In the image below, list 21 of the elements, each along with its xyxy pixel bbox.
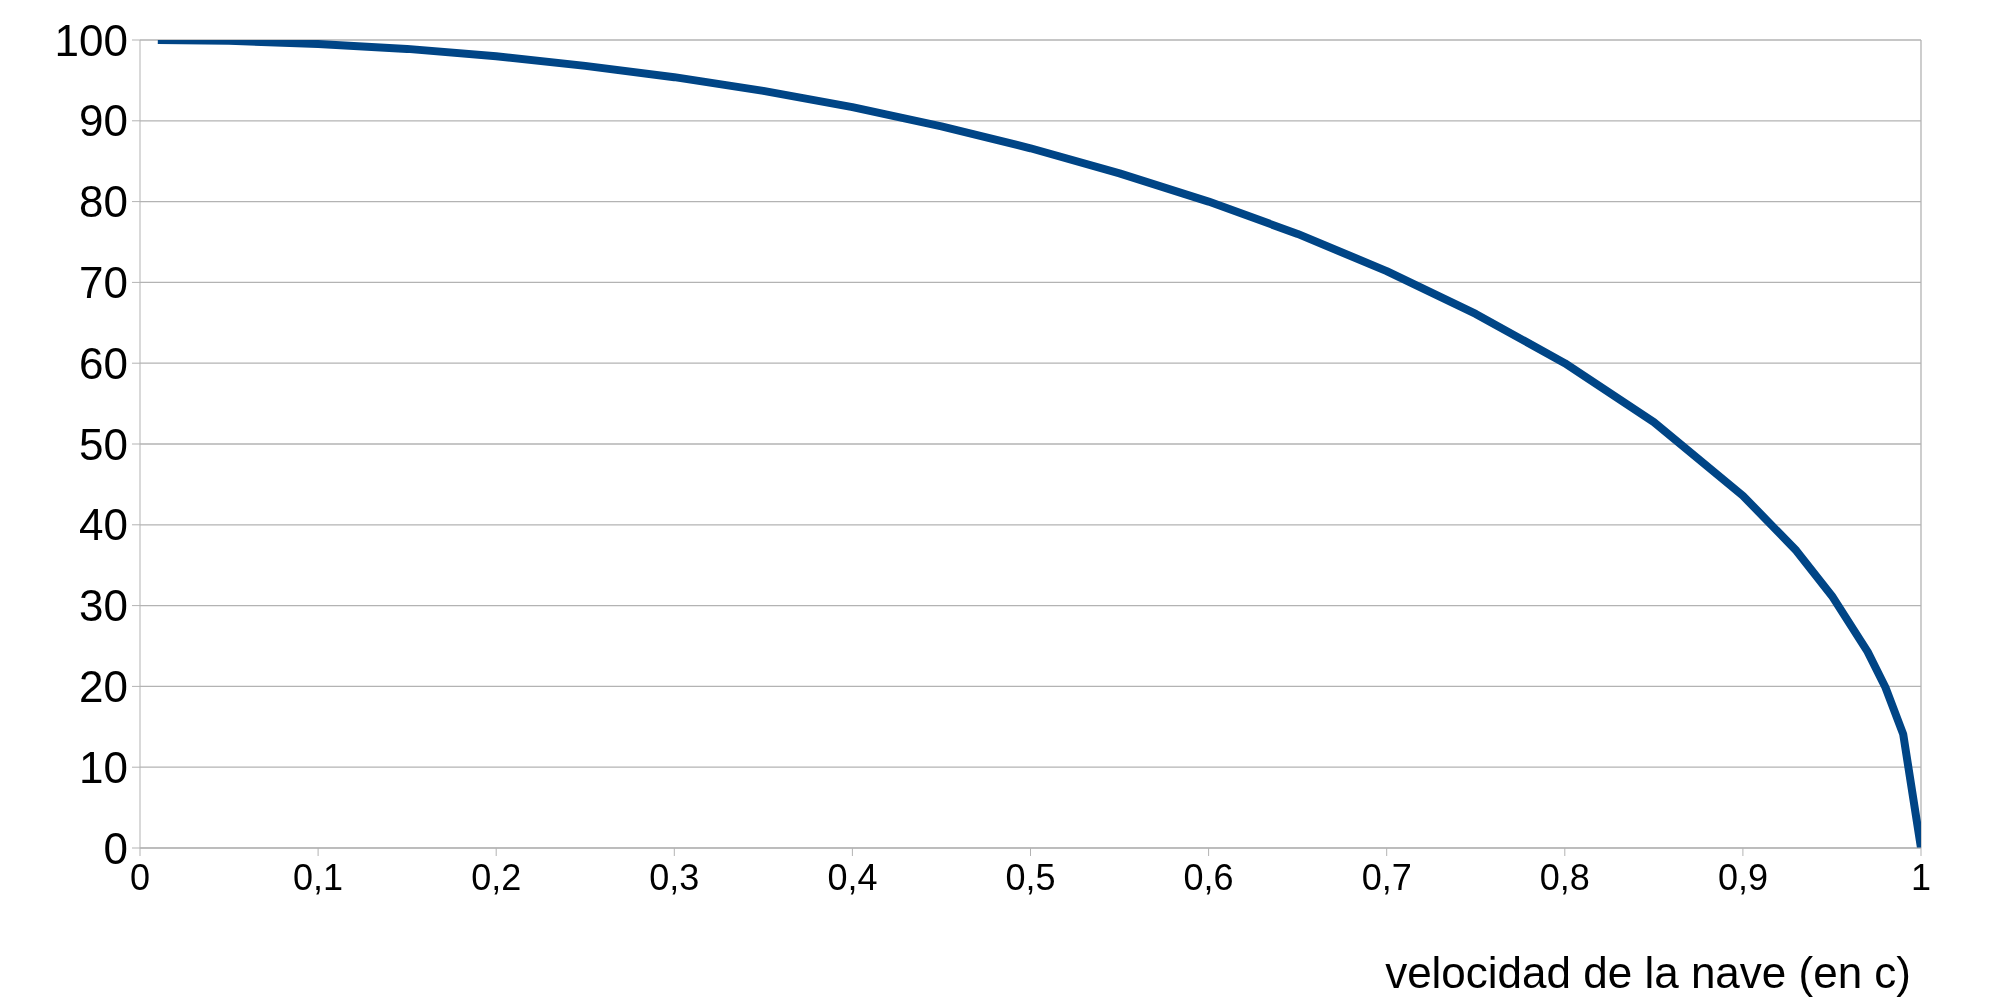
x-tick-label: 0,4 <box>827 856 878 898</box>
y-tick-label: 80 <box>79 177 128 227</box>
y-tick-label: 90 <box>79 96 128 146</box>
x-axis-title: velocidad de la nave (en c) <box>1385 948 1911 997</box>
y-tick-label: 40 <box>79 500 128 550</box>
x-tick-label: 0,6 <box>1183 856 1234 898</box>
y-tick-label: 60 <box>79 338 128 388</box>
x-tick-label: 0,1 <box>293 856 344 898</box>
x-tick-label: 0,8 <box>1539 856 1590 898</box>
y-tick-label: 70 <box>79 258 128 308</box>
y-tick-label: 20 <box>79 662 128 712</box>
x-tick-label: 0,7 <box>1361 856 1412 898</box>
x-tick-label: 0,5 <box>1005 856 1056 898</box>
y-tick-label: 30 <box>79 581 128 631</box>
x-tick-label: 0,2 <box>471 856 522 898</box>
x-tick-label: 1 <box>1910 856 1932 898</box>
y-tick-label: 100 <box>54 15 128 65</box>
y-tick-label: 50 <box>79 419 128 469</box>
x-tick-label: 0,3 <box>649 856 700 898</box>
x-tick-label: 0,9 <box>1717 856 1768 898</box>
y-tick-label: 10 <box>79 742 128 792</box>
